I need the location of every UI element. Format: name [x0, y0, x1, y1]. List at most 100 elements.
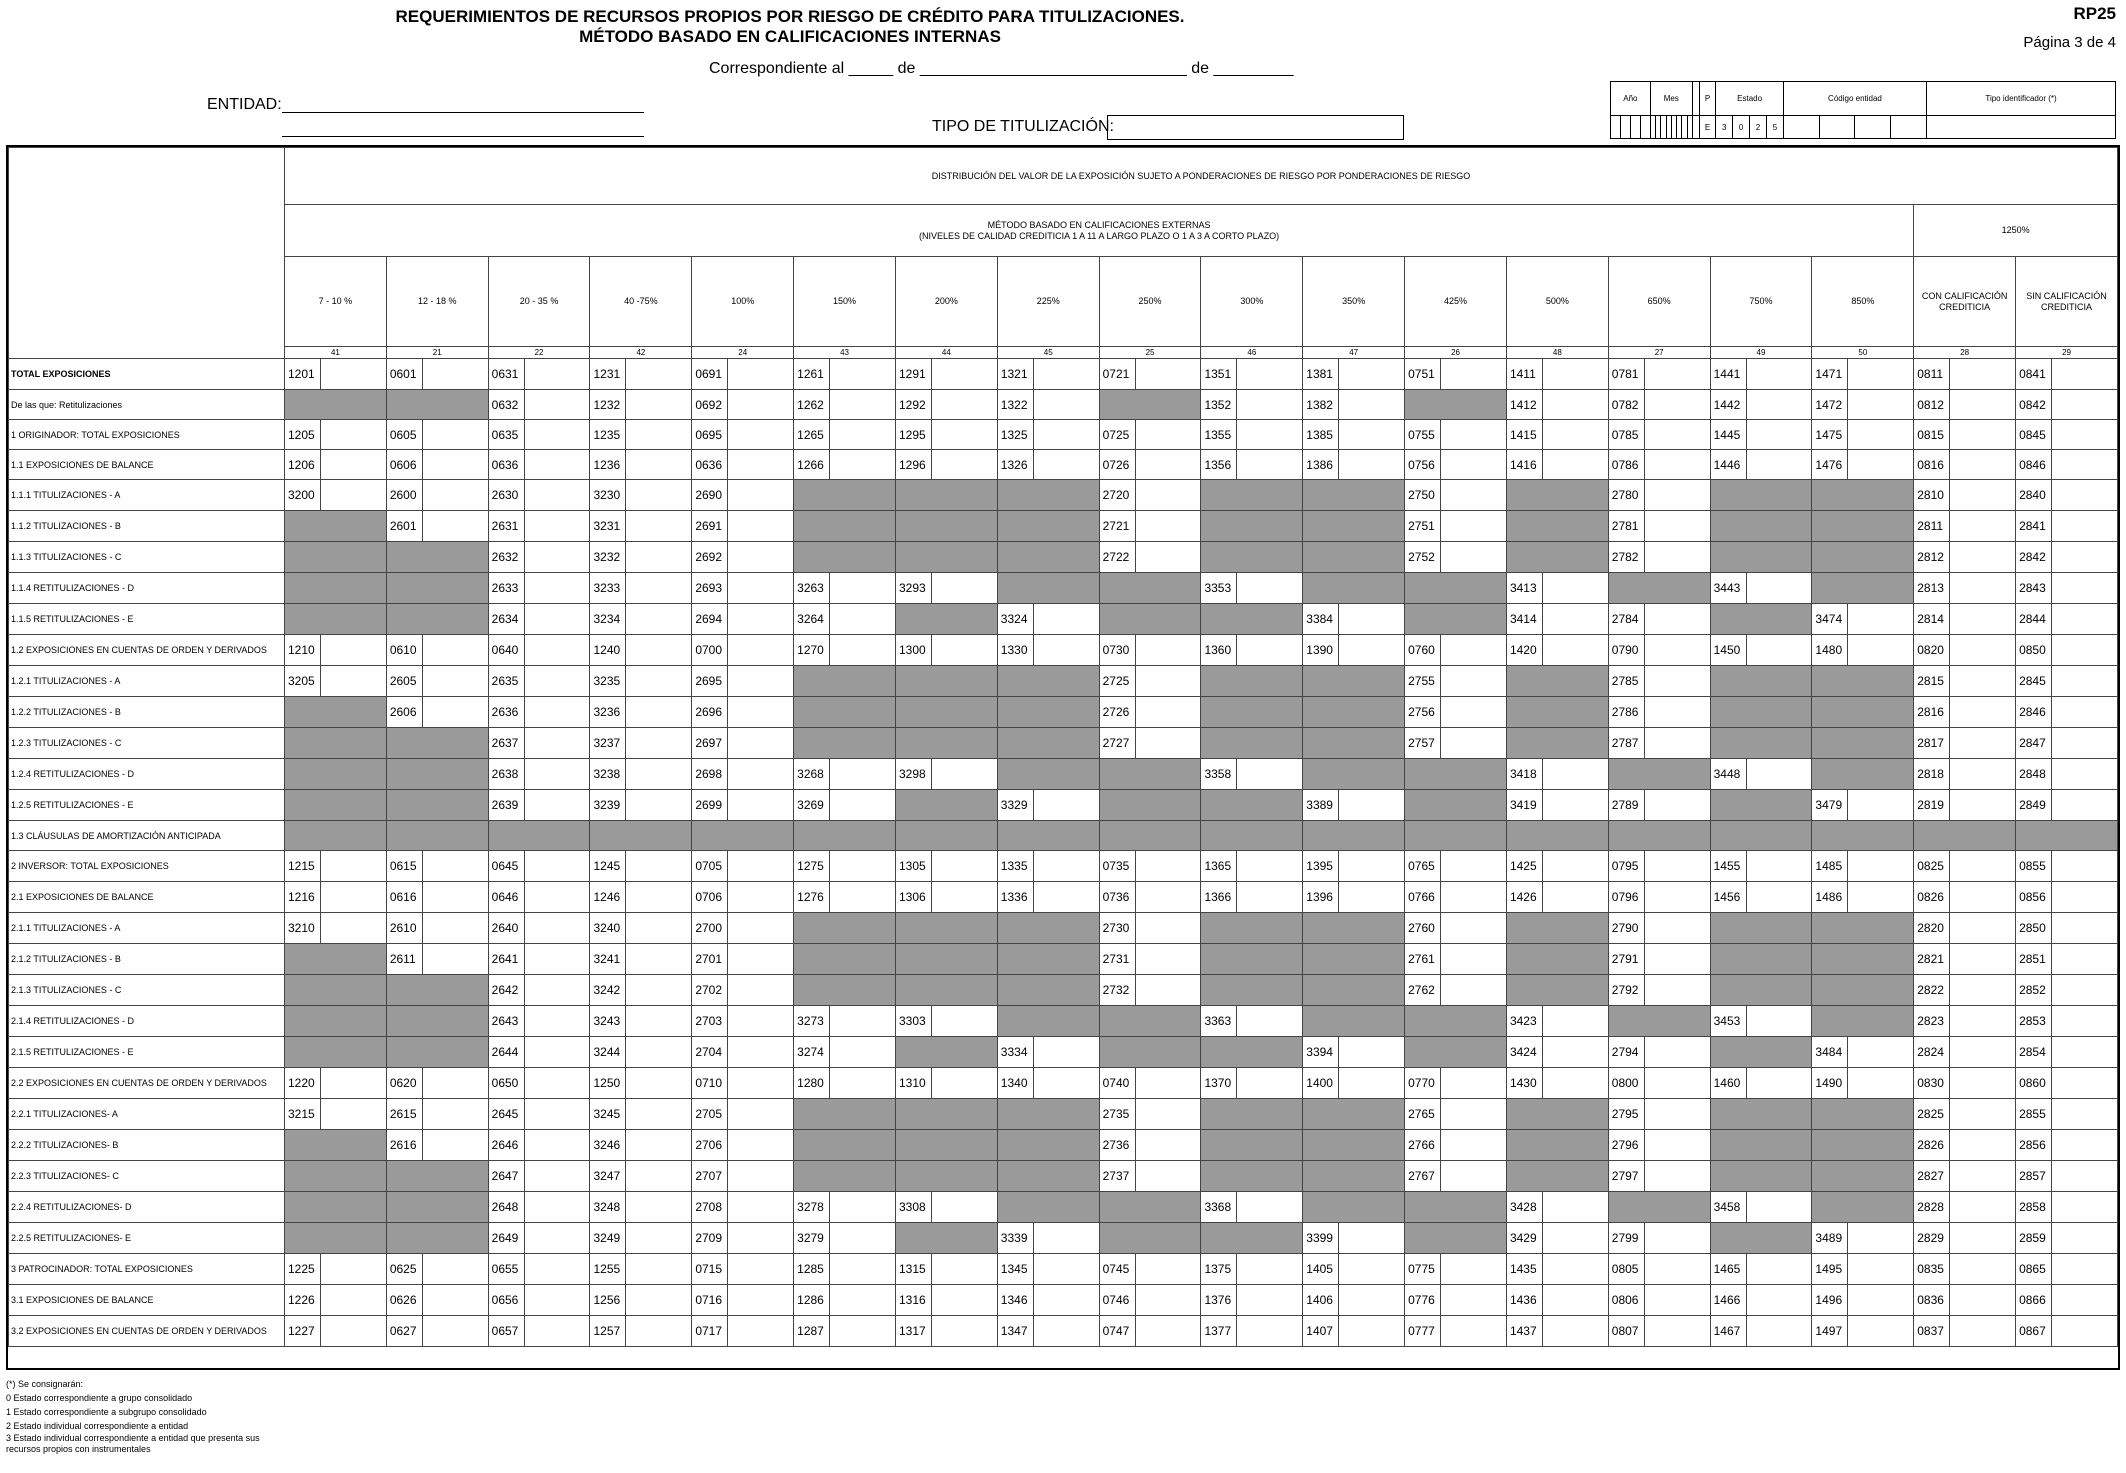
data-cell[interactable]: 1296	[894, 449, 998, 480]
data-cell[interactable]: 1405	[1302, 1253, 1406, 1285]
data-cell[interactable]: 2641	[487, 943, 591, 975]
data-cell[interactable]: 3303	[894, 1005, 998, 1037]
data-cell[interactable]: 2826	[1913, 1129, 2017, 1161]
data-cell[interactable]: 1201	[284, 358, 387, 390]
data-cell[interactable]: 3248	[589, 1191, 693, 1223]
data-cell[interactable]: 1352	[1200, 389, 1304, 420]
data-cell[interactable]: 1441	[1709, 358, 1813, 390]
data-cell[interactable]: 1496	[1811, 1284, 1915, 1316]
data-cell[interactable]: 0841	[2015, 358, 2118, 390]
data-cell[interactable]: 2645	[487, 1098, 591, 1130]
data-cell[interactable]: 2828	[1913, 1191, 2017, 1223]
data-cell[interactable]: 3339	[996, 1222, 1100, 1254]
data-cell[interactable]: 0606	[385, 449, 489, 480]
tipo-digit[interactable]	[1926, 115, 2116, 139]
data-cell[interactable]: 1257	[589, 1315, 693, 1347]
data-cell[interactable]: 0766	[1404, 881, 1507, 913]
data-cell[interactable]: 0691	[691, 358, 795, 390]
data-cell[interactable]: 0812	[1913, 389, 2017, 420]
data-cell[interactable]: 3453	[1709, 1005, 1813, 1037]
data-cell[interactable]: 2811	[1913, 510, 2017, 542]
data-cell[interactable]: 3394	[1302, 1036, 1406, 1068]
data-cell[interactable]: 3242	[589, 974, 693, 1006]
data-cell[interactable]: 1407	[1302, 1315, 1406, 1347]
data-cell[interactable]: 2824	[1913, 1036, 2017, 1068]
data-cell[interactable]: 0760	[1404, 634, 1507, 666]
data-cell[interactable]: 2821	[1913, 943, 2017, 975]
data-cell[interactable]: 1490	[1811, 1067, 1915, 1099]
data-cell[interactable]: 1205	[284, 419, 387, 450]
data-cell[interactable]: 3230	[589, 479, 693, 511]
data-cell[interactable]: 3489	[1811, 1222, 1915, 1254]
data-cell[interactable]: 0636	[487, 449, 591, 480]
data-cell[interactable]: 1232	[589, 389, 693, 420]
data-cell[interactable]: 0850	[2015, 634, 2118, 666]
data-cell[interactable]: 2822	[1913, 974, 2017, 1006]
data-cell[interactable]: 1475	[1811, 419, 1915, 450]
data-cell[interactable]: 1295	[894, 419, 998, 450]
data-cell[interactable]: 0826	[1913, 881, 2017, 913]
data-cell[interactable]: 2605	[385, 665, 489, 697]
data-cell[interactable]: 3479	[1811, 789, 1915, 821]
data-cell[interactable]: 3233	[589, 572, 693, 604]
data-cell[interactable]: 2856	[2015, 1129, 2118, 1161]
data-cell[interactable]: 0845	[2015, 419, 2118, 450]
data-cell[interactable]: 2812	[1913, 541, 2017, 573]
data-cell[interactable]: 1485	[1811, 850, 1915, 882]
data-cell[interactable]: 1255	[589, 1253, 693, 1285]
data-cell[interactable]: 2829	[1913, 1222, 2017, 1254]
data-cell[interactable]: 1351	[1200, 358, 1304, 390]
data-cell[interactable]: 0626	[385, 1284, 489, 1316]
data-cell[interactable]: 1275	[793, 850, 896, 882]
data-cell[interactable]: 3419	[1505, 789, 1609, 821]
data-cell[interactable]: 3448	[1709, 758, 1813, 790]
data-cell[interactable]: 0650	[487, 1067, 591, 1099]
data-cell[interactable]: 3273	[793, 1005, 896, 1037]
data-cell[interactable]: 1425	[1505, 850, 1609, 882]
data-cell[interactable]: 2825	[1913, 1098, 2017, 1130]
data-cell[interactable]: 0835	[1913, 1253, 2017, 1285]
data-cell[interactable]: 3279	[793, 1222, 896, 1254]
data-cell[interactable]: 0717	[691, 1315, 795, 1347]
data-cell[interactable]: 2780	[1607, 479, 1711, 511]
data-cell[interactable]: 1220	[284, 1067, 387, 1099]
data-cell[interactable]: 2635	[487, 665, 591, 697]
data-cell[interactable]: 2639	[487, 789, 591, 821]
data-cell[interactable]: 0777	[1404, 1315, 1507, 1347]
data-cell[interactable]: 1385	[1302, 419, 1406, 450]
data-cell[interactable]: 2765	[1404, 1098, 1507, 1130]
data-cell[interactable]: 0770	[1404, 1067, 1507, 1099]
data-cell[interactable]: 2757	[1404, 727, 1507, 759]
data-cell[interactable]: 1305	[894, 850, 998, 882]
data-cell[interactable]: 3237	[589, 727, 693, 759]
data-cell[interactable]: 2810	[1913, 479, 2017, 511]
data-cell[interactable]: 1471	[1811, 358, 1915, 390]
data-cell[interactable]: 1467	[1709, 1315, 1813, 1347]
data-cell[interactable]: 3424	[1505, 1036, 1609, 1068]
data-cell[interactable]: 1300	[894, 634, 998, 666]
data-cell[interactable]: 2790	[1607, 912, 1711, 944]
data-cell[interactable]: 1347	[996, 1315, 1100, 1347]
data-cell[interactable]: 0640	[487, 634, 591, 666]
data-cell[interactable]: 0796	[1607, 881, 1711, 913]
data-cell[interactable]: 1437	[1505, 1315, 1609, 1347]
data-cell[interactable]: 1226	[284, 1284, 387, 1316]
data-cell[interactable]: 0836	[1913, 1284, 2017, 1316]
data-cell[interactable]: 3215	[284, 1098, 387, 1130]
data-cell[interactable]: 2761	[1404, 943, 1507, 975]
data-cell[interactable]: 1330	[996, 634, 1100, 666]
data-cell[interactable]: 1356	[1200, 449, 1304, 480]
data-cell[interactable]: 1306	[894, 881, 998, 913]
data-cell[interactable]: 0807	[1607, 1315, 1711, 1347]
data-cell[interactable]: 0635	[487, 419, 591, 450]
data-cell[interactable]: 0636	[691, 449, 795, 480]
data-cell[interactable]: 1310	[894, 1067, 998, 1099]
data-cell[interactable]: 0786	[1607, 449, 1711, 480]
data-cell[interactable]: 1472	[1811, 389, 1915, 420]
data-cell[interactable]: 1430	[1505, 1067, 1609, 1099]
data-cell[interactable]: 0620	[385, 1067, 489, 1099]
data-cell[interactable]: 2813	[1913, 572, 2017, 604]
data-cell[interactable]: 1455	[1709, 850, 1813, 882]
data-cell[interactable]: 3247	[589, 1160, 693, 1192]
data-cell[interactable]: 0800	[1607, 1067, 1711, 1099]
